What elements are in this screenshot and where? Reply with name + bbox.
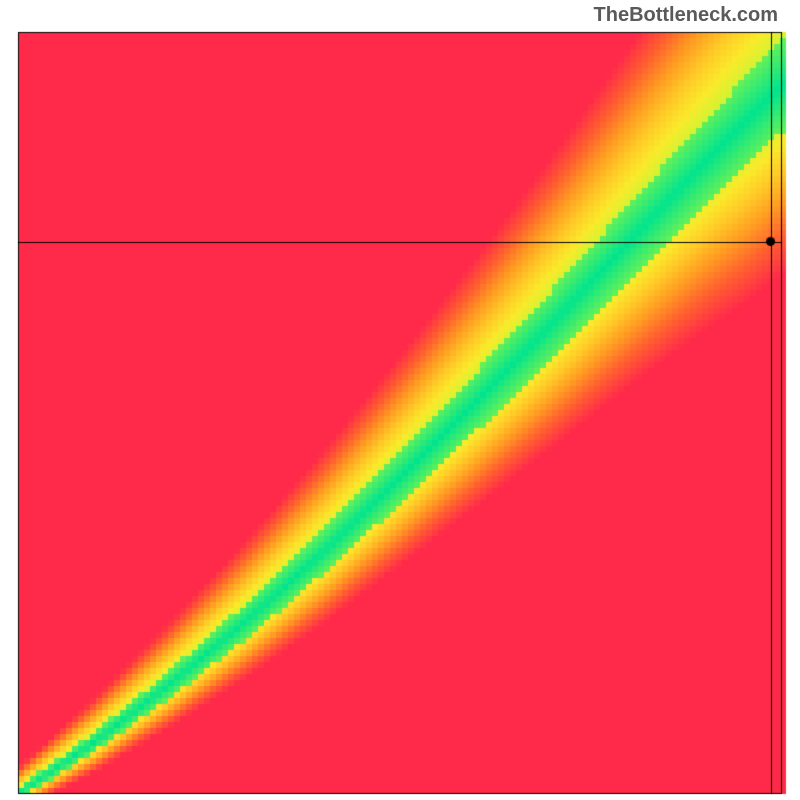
attribution-watermark: TheBottleneck.com <box>594 4 778 27</box>
crosshair-overlay <box>0 0 800 800</box>
bottleneck-heatmap-container: TheBottleneck.com <box>0 0 800 800</box>
